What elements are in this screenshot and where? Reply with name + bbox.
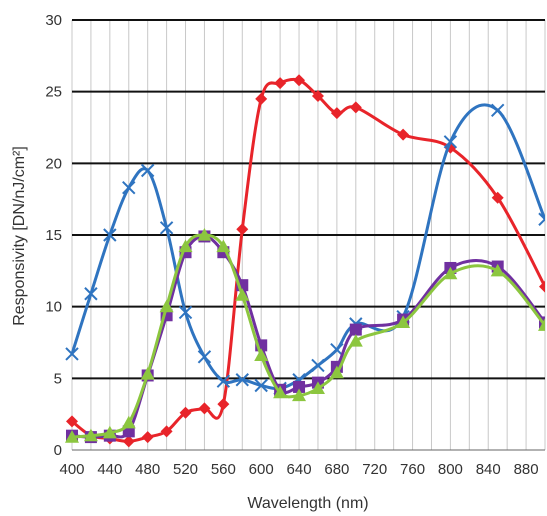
x-tick-label: 840 bbox=[476, 461, 501, 478]
blue-series bbox=[65, 103, 545, 396]
purple-series bbox=[66, 230, 545, 444]
x-tick-label: 680 bbox=[324, 461, 349, 478]
data-point bbox=[273, 385, 288, 399]
data-point bbox=[84, 287, 98, 301]
data-point bbox=[216, 374, 231, 388]
data-point bbox=[311, 358, 325, 373]
data-point bbox=[348, 334, 363, 347]
data-point bbox=[349, 101, 362, 114]
data-point bbox=[539, 280, 545, 293]
data-point bbox=[197, 228, 212, 241]
series-line bbox=[71, 233, 545, 439]
data-point bbox=[122, 435, 135, 448]
data-point bbox=[443, 135, 458, 149]
y-tick-label: 5 bbox=[54, 370, 62, 387]
data-point bbox=[83, 428, 98, 442]
data-point bbox=[311, 89, 324, 102]
x-tick-labels: 400 440 480 520 560 600 640 680 720 760 800 840 880 bbox=[59, 461, 538, 478]
data-point bbox=[141, 431, 154, 444]
x-tick-label: 760 bbox=[400, 461, 425, 478]
x-tick-label: 640 bbox=[287, 461, 312, 478]
data-point bbox=[330, 107, 343, 120]
data-point bbox=[159, 299, 174, 313]
y-tick-label: 30 bbox=[45, 12, 62, 29]
data-point bbox=[491, 191, 504, 204]
y-tick-label: 15 bbox=[45, 227, 62, 244]
data-point bbox=[140, 163, 155, 178]
data-point bbox=[397, 128, 410, 141]
y-tick-label: 25 bbox=[45, 84, 62, 101]
y-axis-title: Responsivity [DN/nJ/cm²] bbox=[11, 146, 28, 326]
y-tick-label: 10 bbox=[45, 299, 62, 316]
x-tick-label: 480 bbox=[135, 461, 160, 478]
data-point bbox=[293, 380, 306, 393]
x-tick-label: 520 bbox=[173, 461, 198, 478]
data-point bbox=[65, 347, 79, 361]
data-point bbox=[122, 180, 136, 195]
data-point bbox=[198, 402, 211, 415]
y-tick-label: 0 bbox=[54, 442, 62, 459]
y-tick-label: 20 bbox=[45, 155, 62, 172]
data-point bbox=[66, 415, 78, 428]
data-point bbox=[217, 398, 230, 411]
data-point bbox=[538, 212, 545, 226]
horizontal-grid bbox=[72, 19, 545, 380]
green-series bbox=[65, 228, 545, 443]
x-tick-label: 560 bbox=[211, 461, 236, 478]
x-tick-label: 400 bbox=[59, 461, 84, 478]
x-tick-label: 880 bbox=[514, 461, 539, 478]
data-point bbox=[255, 92, 268, 105]
x-tick-label: 800 bbox=[438, 461, 463, 478]
data-point bbox=[140, 367, 155, 380]
data-point bbox=[443, 266, 458, 280]
data-point bbox=[538, 318, 545, 331]
data-point bbox=[293, 74, 306, 87]
x-tick-label: 440 bbox=[97, 461, 122, 478]
data-point bbox=[396, 315, 411, 329]
data-point bbox=[197, 350, 212, 364]
data-point bbox=[329, 365, 344, 379]
data-point bbox=[490, 103, 505, 118]
x-tick-label: 600 bbox=[249, 461, 274, 478]
data-point bbox=[292, 388, 307, 402]
data-point bbox=[65, 430, 79, 443]
data-point bbox=[179, 406, 192, 419]
data-point bbox=[235, 373, 249, 387]
y-tick-labels: 0 5 10 15 20 25 30 bbox=[45, 12, 62, 459]
data-point bbox=[178, 305, 193, 320]
data-point bbox=[274, 77, 287, 90]
data-point bbox=[178, 239, 193, 253]
data-point bbox=[330, 342, 344, 357]
data-point bbox=[236, 223, 249, 236]
data-point bbox=[121, 415, 136, 429]
data-point bbox=[490, 263, 505, 277]
data-point bbox=[235, 288, 250, 301]
series-layer bbox=[65, 74, 545, 448]
data-point bbox=[349, 323, 362, 336]
data-point bbox=[103, 228, 117, 242]
data-point bbox=[160, 425, 173, 438]
data-point bbox=[216, 239, 231, 253]
data-point bbox=[254, 348, 269, 361]
data-point bbox=[310, 381, 325, 394]
series-line bbox=[70, 103, 545, 391]
data-point bbox=[159, 221, 174, 235]
data-point bbox=[254, 378, 268, 393]
data-point bbox=[102, 425, 117, 439]
x-tick-label: 720 bbox=[362, 461, 387, 478]
x-axis-title: Wavelength (nm) bbox=[247, 495, 368, 512]
